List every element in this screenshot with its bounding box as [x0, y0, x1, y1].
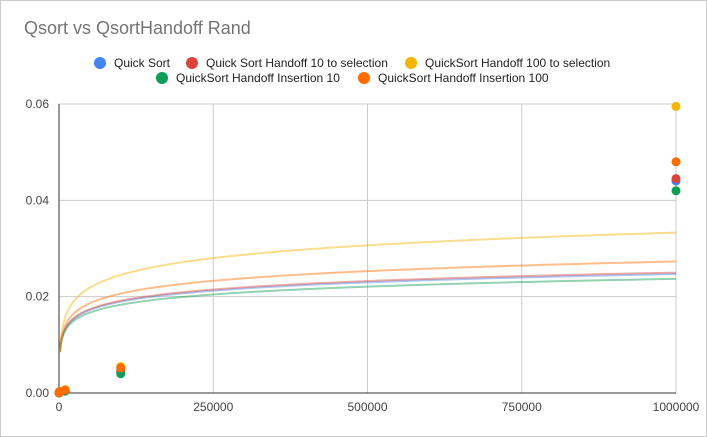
trendline-quicksort-handoff-insertion-10	[58, 277, 677, 353]
y-tick-label: 0.00	[26, 386, 50, 400]
legend-row-1: Quick Sort Quick Sort Handoff 10 to sele…	[0, 55, 707, 71]
legend-label-quicksort-handoff-insertion-10: QuickSort Handoff Insertion 10	[176, 71, 340, 85]
data-point-quick-sort-handoff-10-to-selection	[671, 174, 681, 184]
chart-title: Qsort vs QsortHandoff Rand	[24, 18, 251, 38]
legend-dot-quicksort-handoff-insertion-10	[156, 72, 168, 84]
legend-label-quick-sort: Quick Sort	[114, 56, 171, 70]
y-tick-label: 0.02	[26, 290, 50, 304]
legend-dot-quick-sort-handoff-10-selection	[186, 57, 198, 69]
x-tick-label: 1000000	[653, 400, 700, 414]
trendline-quicksort-handoff-100-to-selection	[58, 231, 677, 353]
legend-dot-quicksort-handoff-insertion-100	[358, 72, 370, 84]
data-point-quicksort-handoff-insertion-100	[116, 363, 126, 373]
x-tick-label: 0	[56, 400, 63, 414]
data-point-quicksort-handoff-100-to-selection	[671, 101, 681, 111]
data-point-quicksort-handoff-insertion-100	[60, 385, 70, 395]
legend-dot-quicksort-handoff-100-selection	[405, 57, 417, 69]
legend-label-quicksort-handoff-100-selection: QuickSort Handoff 100 to selection	[425, 56, 611, 70]
y-tick-label: 0.04	[26, 193, 50, 207]
legend-label-quicksort-handoff-insertion-100: QuickSort Handoff Insertion 100	[378, 71, 549, 85]
trendline-quicksort-handoff-insertion-100	[58, 260, 677, 353]
x-tick-label: 500000	[347, 400, 387, 414]
data-point-quicksort-handoff-insertion-100	[671, 157, 681, 167]
legend-row-2: QuickSort Handoff Insertion 10 QuickSort…	[0, 70, 707, 86]
x-tick-label: 750000	[502, 400, 542, 414]
trendline-quick-sort-handoff-10-to-selection	[58, 271, 677, 353]
y-tick-label: 0.06	[26, 97, 50, 111]
legend-label-quick-sort-handoff-10-selection: Quick Sort Handoff 10 to selection	[206, 56, 388, 70]
data-point-quicksort-handoff-insertion-10	[671, 186, 681, 196]
trendline-quick-sort	[58, 273, 677, 353]
legend-dot-quick-sort	[94, 57, 106, 69]
x-tick-label: 250000	[193, 400, 233, 414]
